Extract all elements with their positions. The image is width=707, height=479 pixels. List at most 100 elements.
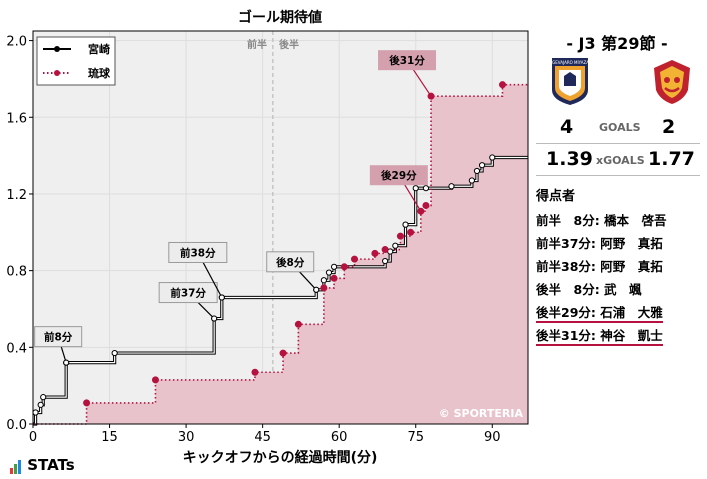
y-tick-label: 0.4 xyxy=(6,341,27,356)
goal-point xyxy=(218,294,225,301)
x-tick-label: 15 xyxy=(101,430,118,445)
svg-text:TEGEVAJARO MIYAZAKI: TEGEVAJARO MIYAZAKI xyxy=(550,60,590,65)
goal-label-box xyxy=(158,282,218,304)
home-shot-point xyxy=(412,185,419,192)
x-tick-label: 30 xyxy=(178,430,195,445)
goal-label-text: 前38分 xyxy=(180,246,216,259)
home-shot-point xyxy=(32,409,39,416)
away-shot-point xyxy=(340,263,348,271)
goal-point xyxy=(313,286,320,293)
away-shot-point xyxy=(396,232,404,240)
goal-point xyxy=(63,359,70,366)
home-shot-point xyxy=(448,183,455,190)
goal-label-box xyxy=(369,165,428,186)
goal-label-text: 後8分 xyxy=(275,256,305,269)
axes: 0 15 30 45 60 75 90 0.0 0.4 0.8 1.2 1.6 2.0 xyxy=(6,30,529,445)
away-shot-point xyxy=(422,201,430,209)
scorer-item: 後半29分: 石浦 大雅 xyxy=(536,302,663,323)
away-team-crest xyxy=(654,60,690,104)
away-shot-point xyxy=(251,368,259,376)
home-shot-point xyxy=(392,242,399,249)
divider xyxy=(536,143,700,144)
watermark: © SPORTERIA xyxy=(439,407,524,420)
y-tick-label: 1.6 xyxy=(6,111,27,126)
home-shot-point xyxy=(402,221,409,228)
home-xg: 1.39 xyxy=(546,148,593,170)
home-shot-point xyxy=(382,257,389,265)
goal-label-box xyxy=(168,241,228,263)
goal-point xyxy=(428,93,435,100)
scorer-item: 後半31分: 神谷 凱士 xyxy=(536,325,663,346)
legend-away-marker xyxy=(54,70,60,76)
home-shot-point xyxy=(320,277,327,284)
away-shot-point xyxy=(330,274,338,282)
home-shot-point xyxy=(478,162,486,169)
legend: 宮崎 琉球 xyxy=(36,36,116,86)
brand-name: STATs xyxy=(27,456,75,474)
scorers-heading: 得点者 xyxy=(536,189,576,204)
goal-point xyxy=(211,315,218,322)
home-shot-point xyxy=(40,394,47,401)
away-shot-point xyxy=(407,228,415,236)
home-goals: 4 xyxy=(560,116,574,138)
first-half-label: 前半 xyxy=(247,38,267,51)
scorer-item: 後半 8分: 武 颯 xyxy=(536,282,642,297)
away-shot-point xyxy=(381,246,389,254)
half-time-marker: 前半 後半 xyxy=(247,31,299,424)
divider xyxy=(536,175,700,176)
home-shot-point xyxy=(330,263,338,270)
y-tick-label: 1.2 xyxy=(6,188,27,203)
away-shot-point xyxy=(350,255,358,263)
scorer-item: 前半38分: 阿野 真拓 xyxy=(536,259,663,274)
away-shot-point xyxy=(151,376,159,384)
y-tick-label: 2.0 xyxy=(6,35,27,50)
home-shot-point xyxy=(111,349,118,357)
round-title: - J3 第29節 - xyxy=(566,34,668,53)
goals-label: GOALS xyxy=(599,121,641,134)
away-xg-area xyxy=(33,84,528,425)
goal-label-box xyxy=(34,326,83,348)
home-team-crest: TEGEVAJARO MIYAZAKI xyxy=(550,58,590,105)
home-shot-point xyxy=(37,401,44,408)
legend-home-label: 宮崎 xyxy=(88,42,110,56)
home-shot-point xyxy=(489,154,496,161)
away-shot-point xyxy=(279,349,287,357)
home-shot-point xyxy=(468,177,475,184)
legend-home-marker xyxy=(54,46,60,52)
goal-label-box xyxy=(266,251,315,273)
away-shot-point xyxy=(320,284,328,292)
goal-label-text: 後31分 xyxy=(388,54,425,67)
x-tick-label: 0 xyxy=(29,430,37,445)
stats-logo: STATs xyxy=(10,456,75,474)
goal-label-box xyxy=(378,50,437,71)
away-shot-point xyxy=(371,249,379,257)
away-shot-point xyxy=(294,320,302,328)
goal-label-text: 前8分 xyxy=(44,331,73,344)
y-tick-label: 0.0 xyxy=(6,418,27,433)
away-shot-point xyxy=(498,81,506,89)
x-tick-label: 90 xyxy=(484,430,501,445)
chart-title: ゴール期待値 xyxy=(238,9,322,26)
second-half-label: 後半 xyxy=(279,38,299,51)
away-shot-point xyxy=(83,399,91,407)
away-xg: 1.77 xyxy=(648,148,695,170)
home-shot-point xyxy=(473,167,481,175)
x-tick-label: 45 xyxy=(254,430,271,445)
legend-away-label: 琉球 xyxy=(88,66,111,80)
x-axis-label: キックオフからの経過時間(分) xyxy=(183,449,378,466)
stats-bars-icon xyxy=(10,456,27,474)
x-tick-label: 60 xyxy=(331,430,348,445)
x-tick-label: 75 xyxy=(407,430,424,445)
scorer-item: 前半37分: 阿野 真拓 xyxy=(536,236,663,251)
goal-label-text: 前37分 xyxy=(170,287,206,300)
goal-point xyxy=(417,208,424,215)
y-tick-label: 0.8 xyxy=(6,265,27,280)
home-shot-point xyxy=(422,185,430,192)
plot-frame xyxy=(32,30,529,425)
scorer-item: 前半 8分: 橋本 啓吾 xyxy=(536,213,667,228)
home-shot-point xyxy=(325,269,333,276)
goal-label-text: 後29分 xyxy=(380,169,417,182)
xg-label: xGOALS xyxy=(596,154,645,167)
away-goals: 2 xyxy=(662,116,676,138)
